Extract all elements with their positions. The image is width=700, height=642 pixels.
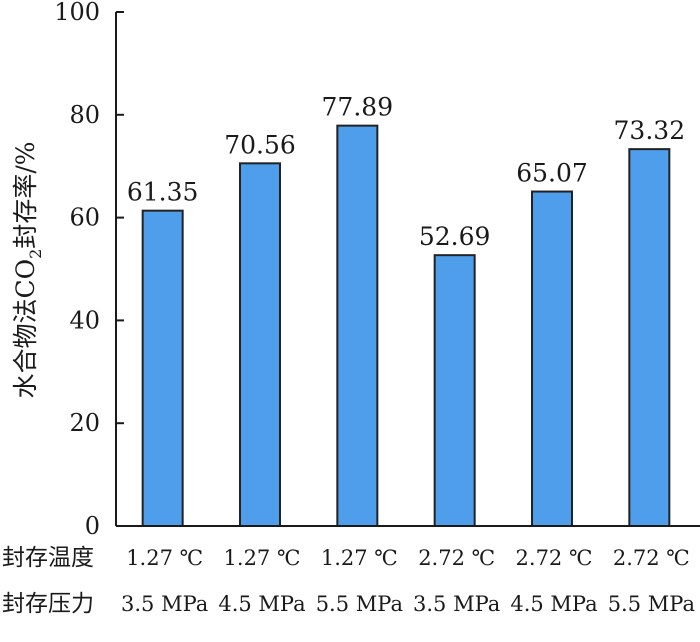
bar (239, 162, 281, 527)
bar-value-label: 73.32 (614, 116, 686, 145)
y-axis-title-subscript: 2 (26, 249, 45, 259)
y-tick-label: 80 (69, 101, 100, 129)
row-label-pressure: 封存压力 (2, 591, 94, 617)
bar-value-label: 61.35 (127, 178, 199, 207)
x-label-temperature: 1.27 ℃ (224, 546, 301, 570)
x-label-pressure: 5.5 MPa (316, 592, 403, 616)
bar (531, 190, 573, 528)
x-label-temperature: 1.27 ℃ (126, 546, 203, 570)
y-axis-title: 水合物法CO2封存率/% (11, 142, 45, 399)
x-label-temperature: 1.27 ℃ (321, 546, 398, 570)
x-label-temperature: 2.72 ℃ (418, 546, 495, 570)
bar-series: 61.35 70.56 77.89 52.69 65.07 73.32 (127, 93, 686, 528)
x-label-temperature: 2.72 ℃ (613, 546, 690, 570)
bar-value-label: 65.07 (516, 159, 588, 188)
row-label-temperature: 封存温度 (2, 545, 94, 571)
x-axis-labels: 封存温度 封存压力 1.27 ℃ 3.5 MPa 1.27 ℃ 4.5 MPa 1.27… (2, 545, 695, 617)
bar (336, 124, 379, 528)
y-tick-label: 20 (69, 409, 100, 437)
y-tick-label: 0 (85, 512, 100, 540)
axes (115, 12, 700, 527)
y-axis-title-part2: 封存率/% (11, 142, 40, 249)
bar (628, 148, 671, 527)
bar (433, 254, 476, 527)
y-axis-ticks: 0 20 40 60 80 100 (54, 0, 124, 540)
y-tick-label: 40 (69, 306, 100, 334)
bar-value-label: 77.89 (322, 93, 394, 122)
x-label-pressure: 4.5 MPa (510, 592, 597, 616)
x-label-pressure: 3.5 MPa (121, 592, 208, 616)
x-label-temperature: 2.72 ℃ (516, 546, 593, 570)
x-label-pressure: 5.5 MPa (608, 592, 695, 616)
y-tick-label: 60 (69, 204, 100, 232)
bar (141, 209, 184, 527)
x-label-pressure: 4.5 MPa (218, 592, 305, 616)
x-label-pressure: 3.5 MPa (413, 592, 500, 616)
bar-value-label: 52.69 (419, 222, 491, 251)
y-axis-title-text: 水合物法CO2封存率/% (11, 142, 45, 399)
bar-value-label: 70.56 (224, 130, 296, 159)
y-tick-label: 100 (54, 0, 100, 26)
y-axis-title-part1: 水合物法CO (11, 259, 40, 399)
